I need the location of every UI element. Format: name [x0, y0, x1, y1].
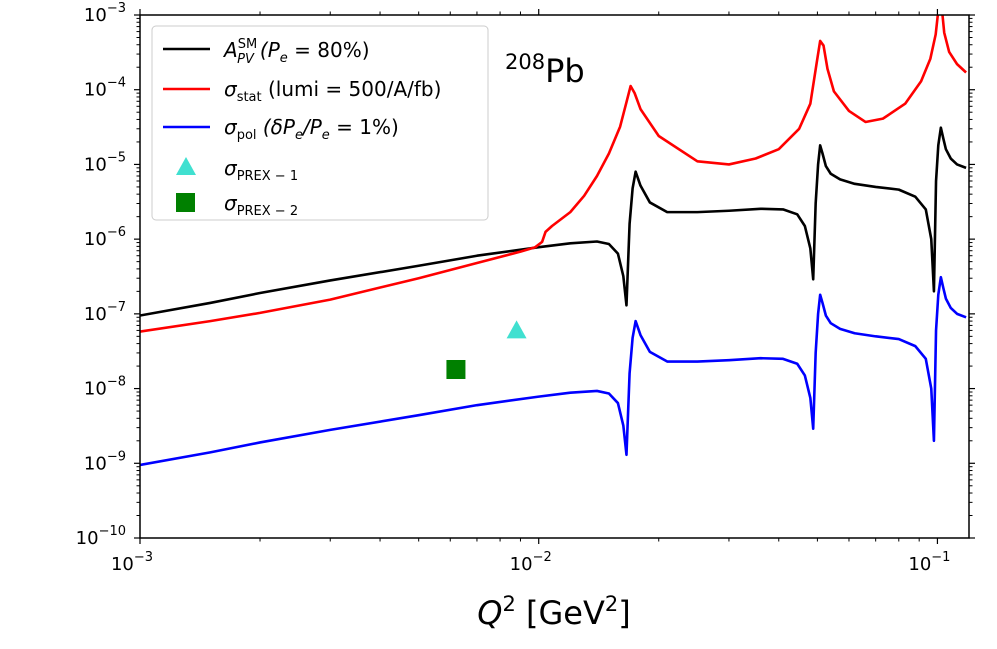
annotation-isotope: 208Pb: [505, 50, 585, 90]
y-tick-label: 10−9: [84, 449, 126, 474]
legend-marker-prex1: [176, 157, 196, 175]
y-tick-label: 10−8: [84, 375, 126, 400]
series-line-2: [140, 275, 967, 467]
legend-label-asm: ASM PV (Pe = 80%): [222, 37, 370, 67]
y-tick-label: 10−3: [84, 1, 126, 26]
y-tick-label: 10−6: [84, 225, 126, 250]
legend-label-prex2: σPREX − 2: [224, 191, 298, 219]
ticks-layer: 10−3 10−2 10−1 10−10 10−9 10−8 10−7 10−6 10−5 10−…: [76, 1, 975, 575]
x-axis-label: Q2 [GeV2]: [477, 592, 630, 632]
y-tick-label: 10−7: [84, 300, 126, 325]
points-layer: [446, 320, 527, 379]
x-tick-label: 10−1: [908, 550, 950, 575]
x-tick-label: 10−2: [510, 550, 552, 575]
plot-frame: [139, 14, 970, 539]
y-tick-label: 10−5: [84, 150, 126, 175]
x-tick-label: 10−3: [111, 550, 153, 575]
y-tick-label: 10−4: [84, 76, 126, 101]
series-layer: [140, 15, 967, 467]
legend-box: [151, 25, 489, 221]
legend-label-sigma-pol: σpol (δPe/Pe = 1%): [224, 115, 399, 143]
series-line-1: [140, 15, 967, 333]
point-prex-1: [506, 320, 527, 339]
y-tick-label: 10−10: [76, 524, 126, 549]
legend-label-sigma-stat: σstat (lumi = 500/A/fb): [224, 77, 441, 105]
legend: ASM PV (Pe = 80%) σstat (lumi = 500/A/fb) …: [151, 25, 489, 221]
series-line-0: [140, 126, 967, 317]
point-prex-2: [446, 359, 466, 379]
legend-marker-prex2: [176, 193, 195, 212]
legend-label-prex1: σPREX − 1: [224, 156, 298, 184]
